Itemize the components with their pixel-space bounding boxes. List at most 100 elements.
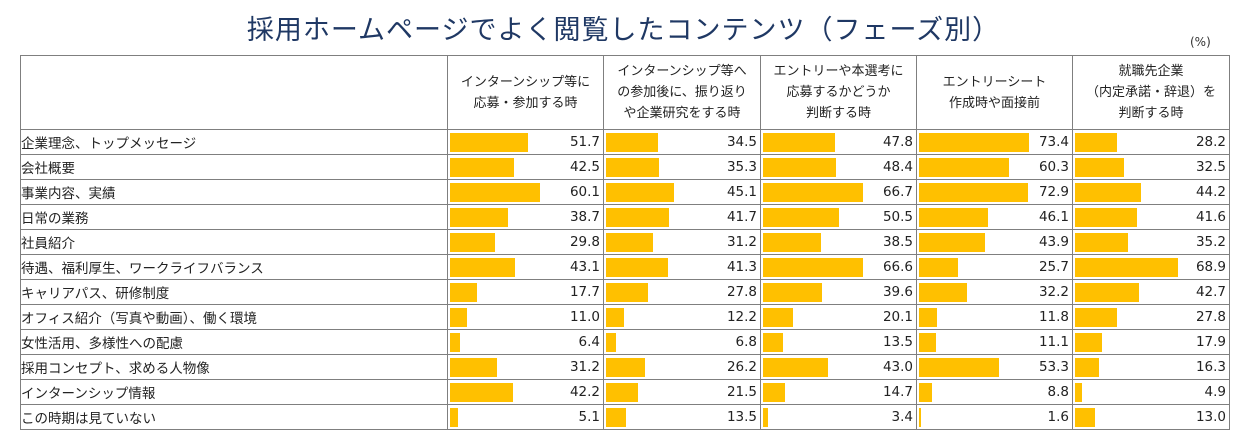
bar: [1075, 308, 1117, 327]
bar: [606, 283, 648, 302]
bar: [450, 308, 467, 327]
value-cell: 17.9: [1072, 329, 1230, 355]
value-cell: 73.4: [916, 129, 1073, 155]
bar: [606, 333, 617, 352]
data-label: 46.1: [1038, 209, 1069, 225]
bar: [919, 408, 922, 427]
data-label: 27.8: [1195, 309, 1226, 325]
series-header-line: 作成時や面接前: [948, 95, 1040, 111]
category-label: 会社概要: [20, 154, 448, 180]
series-header-line: や企業研究をする時: [623, 106, 741, 121]
table-row: オフィス紹介（写真や動画）、働く環境 11.0 12.2 20.1 11.8 27.8: [20, 304, 1230, 330]
series-header-line: インターンシップ等に: [460, 74, 591, 90]
bar: [763, 308, 794, 327]
value-cell: 35.2: [1072, 229, 1230, 255]
chart-title: 採用ホームページでよく閲覧したコンテンツ（フェーズ別）: [246, 15, 1001, 46]
category-label: オフィス紹介（写真や動画）、働く環境: [20, 304, 448, 330]
bar: [1075, 158, 1124, 177]
value-cell: 20.1: [760, 304, 917, 330]
data-label: 53.3: [1038, 359, 1069, 375]
value-cell: 47.8: [760, 129, 917, 155]
bar: [450, 158, 514, 177]
series-header-line: エントリーシート: [942, 74, 1047, 90]
value-cell: 17.7: [447, 279, 604, 305]
value-cell: 42.2: [447, 379, 604, 405]
bar: [763, 158, 836, 177]
data-label: 13.0: [1195, 409, 1226, 425]
data-label: 60.3: [1038, 159, 1069, 175]
series-header-line: の参加後に、振り返り: [617, 85, 747, 100]
data-label: 38.5: [882, 234, 913, 250]
bar: [606, 358, 646, 377]
bar: [919, 358, 999, 377]
bar: [606, 233, 653, 252]
data-label: 42.5: [569, 159, 600, 175]
value-cell: 5.1: [447, 404, 604, 430]
bar: [919, 283, 968, 302]
value-cell: 53.3: [916, 354, 1073, 380]
bar: [763, 258, 863, 277]
series-header-line: （内定承諾・辞退）を: [1085, 85, 1216, 100]
data-label: 1.6: [1047, 409, 1069, 425]
table-row: キャリアパス、研修制度 17.7 27.8 39.6 32.2 42.7: [20, 279, 1230, 305]
data-label: 45.1: [726, 184, 757, 200]
value-cell: 6.8: [603, 329, 761, 355]
data-label: 16.3: [1195, 359, 1226, 375]
table-row: この時期は見ていない 5.1 13.5 3.4 1.6 13.0: [20, 404, 1230, 430]
unit-label: (%): [1190, 35, 1211, 49]
category-label: インターンシップ情報: [20, 379, 448, 405]
bar: [763, 183, 864, 202]
value-cell: 43.1: [447, 254, 604, 280]
value-cell: 8.8: [916, 379, 1073, 405]
data-label: 41.3: [726, 259, 757, 275]
data-label: 50.5: [882, 209, 913, 225]
bar: [450, 233, 495, 252]
value-cell: 32.2: [916, 279, 1073, 305]
category-label: 待遇、福利厚生、ワークライフバランス: [20, 254, 448, 280]
bar: [450, 283, 477, 302]
bar: [763, 358, 828, 377]
bar: [450, 333, 460, 352]
value-cell: 27.8: [1072, 304, 1230, 330]
data-label: 34.5: [726, 134, 757, 150]
data-label: 43.0: [882, 359, 913, 375]
data-label: 12.2: [726, 309, 757, 325]
bar: [1075, 333, 1102, 352]
value-cell: 16.3: [1072, 354, 1230, 380]
bar: [450, 408, 458, 427]
value-cell: 14.7: [760, 379, 917, 405]
bar: [1075, 358, 1100, 377]
bar: [450, 358, 497, 377]
data-label: 41.7: [726, 209, 757, 225]
category-label: 女性活用、多様性への配慮: [20, 329, 448, 355]
data-label: 29.8: [569, 234, 600, 250]
data-label: 43.9: [1038, 234, 1069, 250]
value-cell: 28.2: [1072, 129, 1230, 155]
table-row: 事業内容、実績 60.1 45.1 66.7 72.9 44.2: [20, 179, 1230, 205]
category-label: 事業内容、実績: [20, 179, 448, 205]
bar: [919, 258, 958, 277]
bar: [919, 208, 989, 227]
bar: [919, 383, 933, 402]
value-cell: 3.4: [760, 404, 917, 430]
data-label: 66.7: [882, 184, 913, 200]
data-label: 17.7: [569, 284, 600, 300]
data-label: 8.8: [1047, 384, 1069, 400]
data-label: 11.8: [1038, 309, 1069, 325]
bar: [450, 133, 528, 152]
bar: [763, 133, 835, 152]
value-cell: 4.9: [1072, 379, 1230, 405]
data-label: 41.6: [1195, 209, 1226, 225]
data-label: 31.2: [726, 234, 757, 250]
bar: [606, 308, 625, 327]
table-row: 待遇、福利厚生、ワークライフバランス 43.1 41.3 66.6 25.7 68.9: [20, 254, 1230, 280]
data-label: 48.4: [882, 159, 913, 175]
data-label: 3.4: [891, 409, 913, 425]
bar: [1075, 283, 1140, 302]
bar: [450, 383, 514, 402]
value-cell: 34.5: [603, 129, 761, 155]
data-label: 5.1: [578, 409, 600, 425]
value-cell: 43.9: [916, 229, 1073, 255]
series-header-line: 就職先企業: [1118, 64, 1184, 79]
value-cell: 45.1: [603, 179, 761, 205]
